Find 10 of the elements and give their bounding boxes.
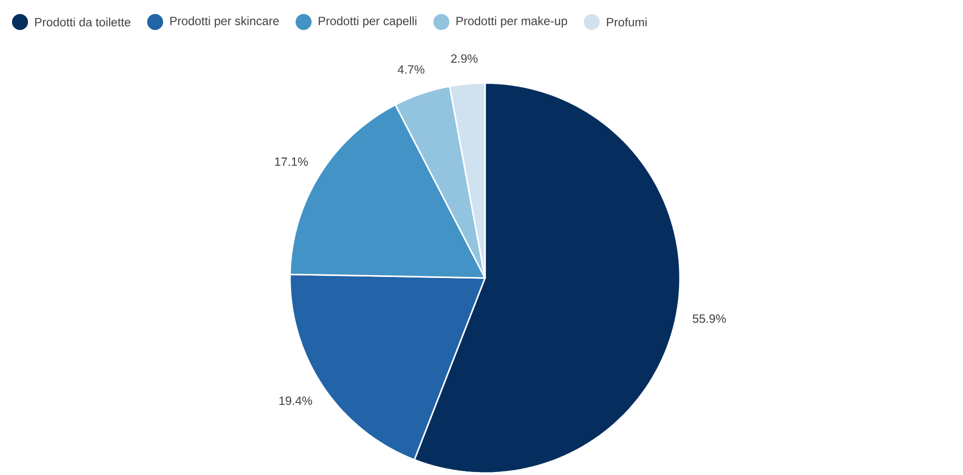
legend-label: Prodotti per capelli [318, 16, 416, 28]
data-label: 19.4% [279, 396, 312, 405]
legend-label: Prodotti da toilette [35, 18, 130, 26]
data-label: 55.9% [692, 314, 726, 323]
legend-label: Profumi [607, 18, 647, 26]
data-label: 2.9% [451, 54, 478, 63]
legend-label: Prodotti per skincare [170, 16, 279, 28]
legend-label: Prodotti per make-up [456, 16, 568, 28]
data-label: 4.7% [398, 65, 424, 74]
data-label: 17.1% [275, 157, 308, 166]
